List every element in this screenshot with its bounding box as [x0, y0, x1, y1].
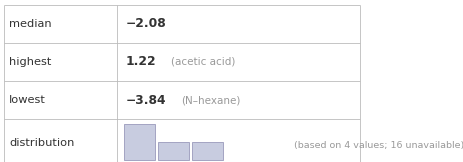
Text: −3.84: −3.84: [125, 93, 166, 107]
Text: distribution: distribution: [9, 138, 75, 148]
Text: (acetic acid): (acetic acid): [171, 57, 235, 67]
Text: −2.08: −2.08: [125, 17, 166, 30]
Text: lowest: lowest: [9, 95, 46, 105]
Text: (based on 4 values; 16 unavailable): (based on 4 values; 16 unavailable): [294, 141, 463, 150]
Text: (N–hexane): (N–hexane): [181, 95, 240, 105]
Bar: [192, 142, 223, 160]
Text: 1.22: 1.22: [125, 55, 156, 69]
Bar: [158, 142, 189, 160]
Bar: [124, 124, 155, 160]
Text: highest: highest: [9, 57, 52, 67]
Text: median: median: [9, 19, 52, 29]
